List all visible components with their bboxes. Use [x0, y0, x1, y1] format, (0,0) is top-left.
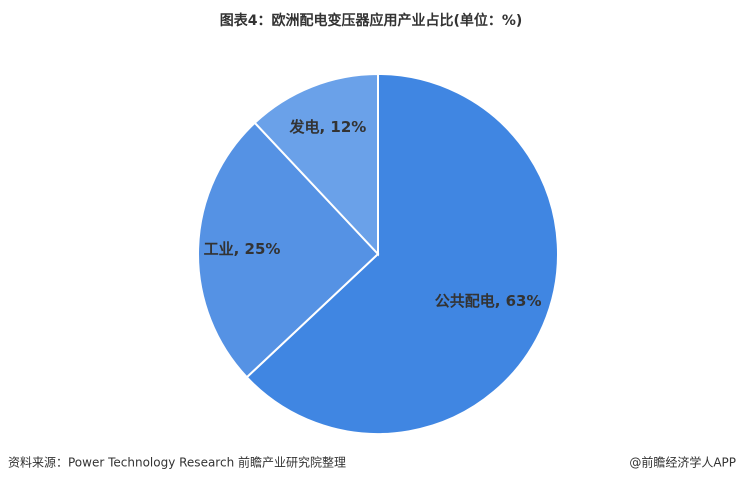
source: 资料来源：Power Technology Research 前瞻产业研究院整理: [8, 455, 346, 470]
chart-title: 图表4：欧洲配电变压器应用产业占比(单位：%): [220, 12, 523, 29]
pie-slice: [253, 72, 379, 257]
data-label: 发电, 12%: [289, 118, 367, 136]
data-label: 工业, 25%: [204, 240, 281, 258]
pie-slice: [197, 121, 380, 379]
pie-slice: [245, 72, 559, 435]
credit: @前瞻经济学人APP: [629, 455, 736, 470]
data-label: 公共配电, 63%: [435, 292, 542, 310]
pie: 公共配电, 63% 工业, 25% 发电, 12%: [197, 72, 559, 435]
